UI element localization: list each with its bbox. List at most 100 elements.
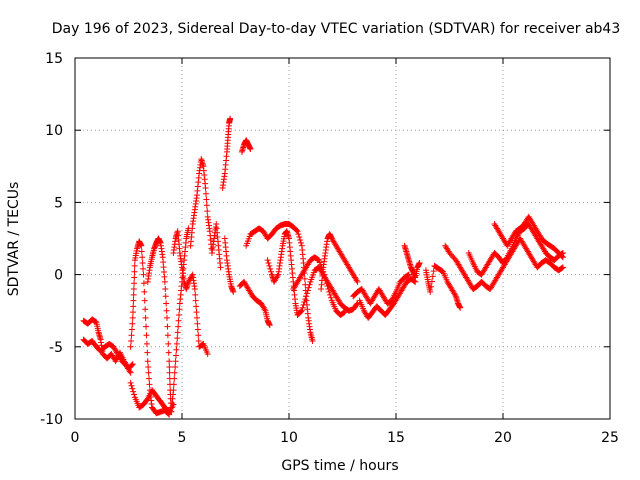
data-point	[129, 309, 136, 316]
data-point	[404, 272, 411, 279]
data-point	[139, 254, 146, 261]
data-point	[144, 349, 151, 356]
data-point	[194, 326, 201, 333]
grid-layer	[75, 58, 610, 419]
data-point	[176, 312, 183, 319]
data-point	[428, 283, 435, 290]
x-axis-label: GPS time / hours	[281, 458, 398, 474]
data-point	[128, 332, 135, 339]
data-point	[126, 368, 133, 375]
series-track-2	[80, 336, 134, 376]
data-point	[92, 318, 99, 325]
series-track-16	[318, 231, 361, 293]
data-point	[192, 297, 199, 304]
data-point	[193, 309, 200, 316]
data-point	[130, 291, 137, 298]
data-point	[138, 242, 145, 249]
data-point	[204, 351, 211, 358]
data-point	[321, 274, 328, 281]
data-point	[166, 364, 173, 371]
data-point	[300, 301, 307, 308]
data-point	[195, 332, 202, 339]
data-point	[306, 281, 313, 288]
data-point	[299, 304, 306, 311]
data-point	[145, 369, 152, 376]
data-point	[164, 323, 171, 330]
data-point	[452, 291, 459, 298]
data-point	[446, 249, 453, 256]
data-point	[188, 273, 195, 280]
y-tick-label: 10	[45, 123, 63, 139]
data-point	[173, 346, 180, 353]
x-tick-label: 5	[178, 430, 187, 446]
data-point	[303, 290, 310, 297]
data-point	[305, 284, 312, 291]
data-point	[450, 254, 457, 261]
data-point	[131, 274, 138, 281]
series-track-14	[264, 228, 361, 319]
y-tick-label: 15	[45, 51, 63, 67]
data-point	[294, 228, 301, 235]
data-point	[176, 306, 183, 313]
series-track-7	[170, 228, 211, 358]
data-point	[128, 338, 135, 345]
data-point	[559, 264, 566, 271]
series-track-12	[236, 278, 273, 329]
data-point	[559, 254, 566, 261]
data-point	[143, 332, 150, 339]
data-point	[165, 340, 172, 347]
data-point	[128, 382, 135, 389]
data-point	[131, 268, 138, 275]
data-point	[130, 388, 137, 395]
data-point	[340, 309, 347, 316]
series-track-5	[144, 235, 175, 415]
data-point	[140, 280, 147, 287]
data-point	[161, 278, 168, 285]
data-point	[267, 265, 274, 272]
data-point	[142, 306, 149, 313]
data-point	[264, 257, 271, 264]
data-point	[193, 314, 200, 321]
y-tick-label: -10	[40, 412, 63, 428]
data-point	[129, 320, 136, 327]
y-axis-label: SDTVAR / TECUs	[6, 182, 22, 297]
data-point	[416, 260, 423, 267]
data-point	[131, 262, 138, 269]
series-track-19	[401, 242, 423, 281]
data-point	[164, 332, 171, 339]
data-point	[457, 304, 464, 311]
data-point	[143, 323, 150, 330]
data-point	[163, 300, 170, 307]
data-point	[166, 369, 173, 376]
data-point	[130, 297, 137, 304]
data-point	[128, 326, 135, 333]
data-point	[163, 307, 170, 314]
data-point	[141, 288, 148, 295]
series-track-21	[442, 235, 566, 293]
data-point	[138, 248, 145, 255]
data-point	[127, 369, 134, 376]
data-point	[447, 251, 454, 258]
data-point	[353, 277, 360, 284]
data-point	[175, 317, 182, 324]
data-point	[130, 286, 137, 293]
series-track-9	[219, 115, 234, 191]
data-point	[140, 271, 147, 278]
data-point	[146, 375, 153, 382]
data-point	[268, 268, 275, 275]
data-point	[202, 184, 209, 191]
data-point	[129, 314, 136, 321]
data-point	[266, 322, 273, 329]
data-point	[165, 349, 172, 356]
series-track-23	[491, 213, 566, 261]
data-point	[230, 288, 237, 295]
data-point	[170, 381, 177, 388]
data-point	[193, 303, 200, 310]
x-tick-label: 0	[71, 430, 80, 446]
data-point	[164, 314, 171, 321]
y-tick-label: 5	[54, 195, 63, 211]
data-point	[144, 358, 151, 365]
data-point	[127, 379, 134, 386]
data-point	[304, 287, 311, 294]
series-track-13	[243, 221, 316, 345]
